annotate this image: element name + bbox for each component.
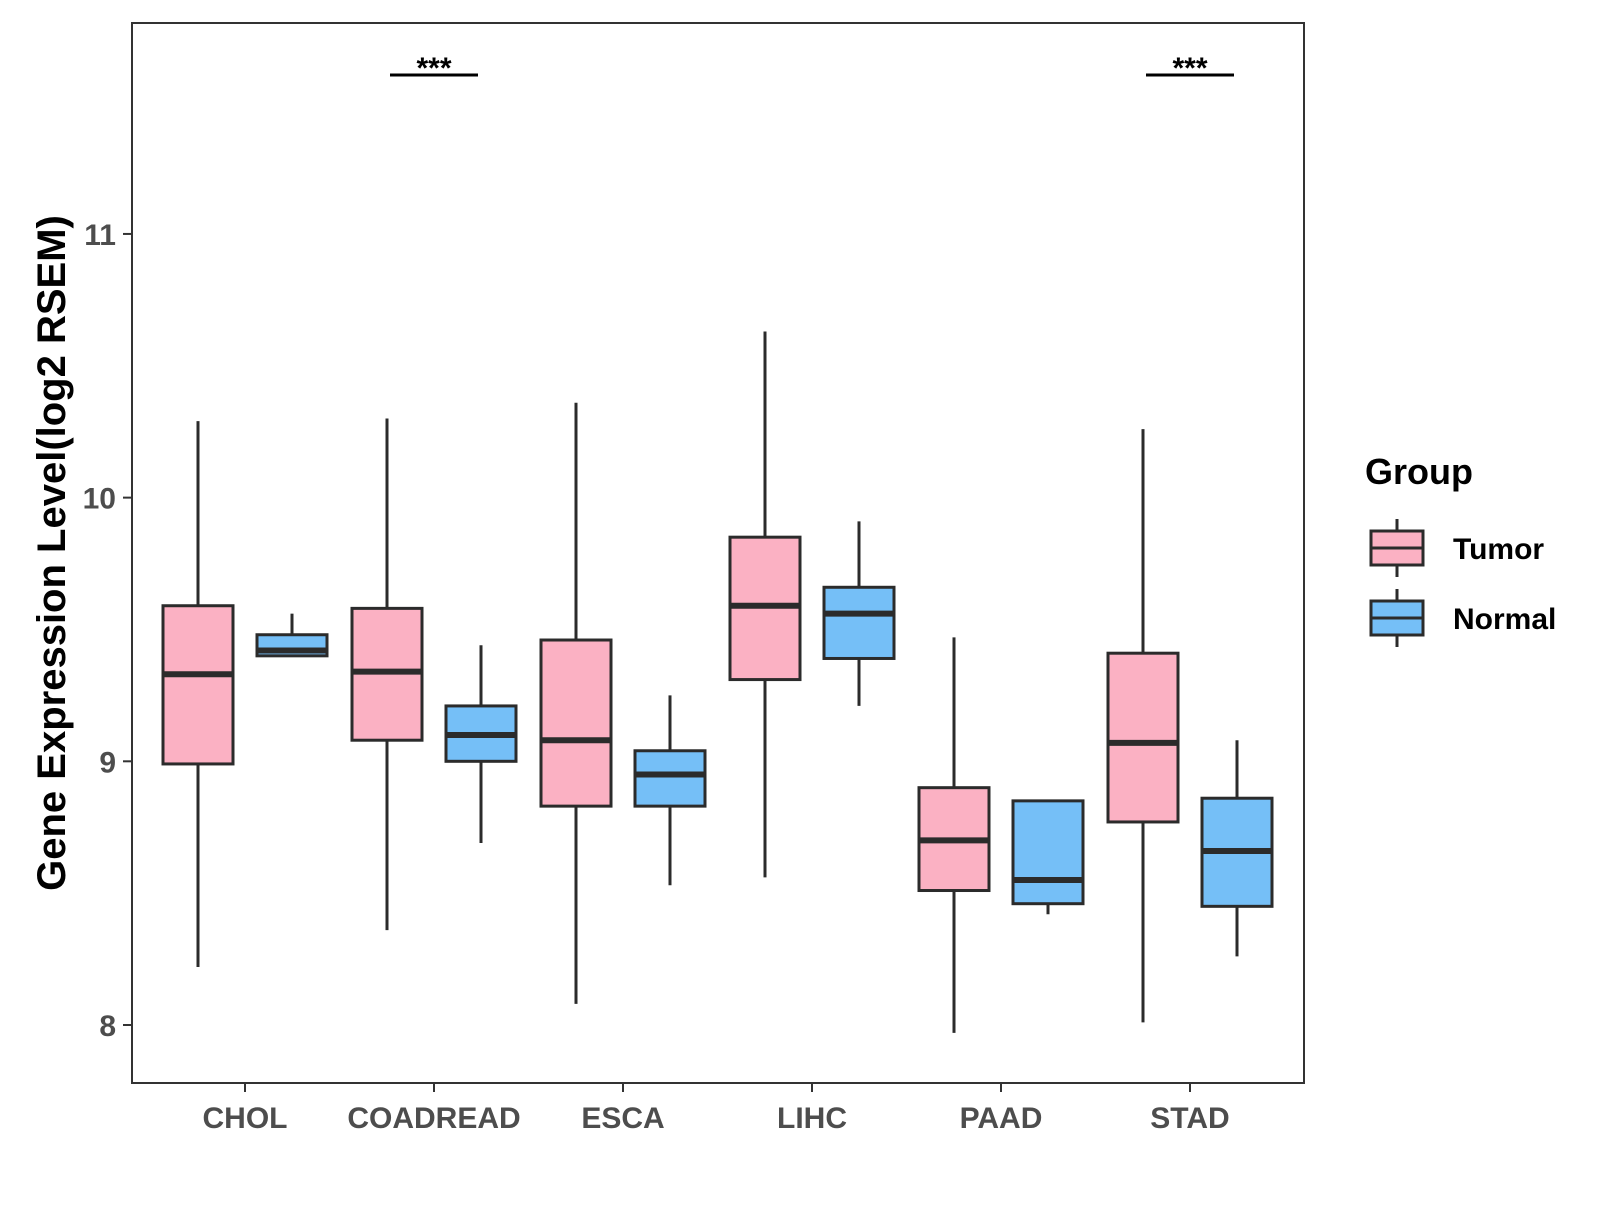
y-tick-label: 9 bbox=[99, 746, 116, 779]
box-normal-chol bbox=[255, 613, 329, 658]
box-normal-coadread bbox=[444, 645, 518, 844]
legend-entry-normal: Normal bbox=[1369, 589, 1556, 647]
x-tick-label: ESCA bbox=[581, 1102, 664, 1135]
box-body bbox=[1011, 799, 1085, 906]
box-body bbox=[633, 749, 707, 808]
legend-label: Normal bbox=[1453, 603, 1556, 636]
box-body bbox=[822, 585, 896, 660]
boxes-layer bbox=[161, 331, 1274, 1033]
box-tumor-esca bbox=[539, 402, 613, 1004]
significance-label: *** bbox=[416, 52, 451, 85]
box-normal-stad bbox=[1200, 740, 1274, 957]
box-body bbox=[161, 604, 235, 766]
significance-marker: *** bbox=[390, 52, 478, 85]
box-normal-lihc bbox=[822, 521, 896, 706]
y-tick-label: 11 bbox=[84, 219, 116, 252]
axes-layer: 8 9 10 11 CHOL COADREAD ESCA LIHC PAAD STAD bbox=[83, 219, 1230, 1135]
x-tick-label: STAD bbox=[1150, 1102, 1229, 1135]
x-tick-label: COADREAD bbox=[347, 1102, 520, 1135]
box-normal-paad bbox=[1011, 799, 1085, 915]
legend: Group Tumor Normal bbox=[1365, 451, 1556, 647]
box-tumor-paad bbox=[917, 637, 991, 1033]
box-body bbox=[539, 638, 613, 808]
significance-label: *** bbox=[1172, 52, 1207, 85]
x-tick-label: PAAD bbox=[960, 1102, 1043, 1135]
box-tumor-stad bbox=[1106, 429, 1180, 1023]
x-tick-label: LIHC bbox=[777, 1102, 847, 1135]
legend-label: Tumor bbox=[1453, 533, 1544, 566]
box-body bbox=[1106, 651, 1180, 824]
significance-marker: *** bbox=[1146, 52, 1234, 85]
y-tick-label: 8 bbox=[99, 1010, 116, 1043]
box-tumor-coadread bbox=[350, 418, 424, 931]
legend-entry-tumor: Tumor bbox=[1369, 519, 1544, 577]
y-axis-title: Gene Expression Level(log2 RSEM) bbox=[30, 215, 74, 891]
plot-panel-border bbox=[131, 22, 1305, 1084]
box-normal-esca bbox=[633, 695, 707, 886]
annotation-layer: *** *** bbox=[390, 52, 1234, 85]
x-tick-label: CHOL bbox=[203, 1102, 288, 1135]
box-tumor-lihc bbox=[728, 331, 802, 878]
legend-title: Group bbox=[1365, 451, 1473, 492]
box-tumor-chol bbox=[161, 421, 235, 967]
y-tick-label: 10 bbox=[83, 483, 116, 516]
